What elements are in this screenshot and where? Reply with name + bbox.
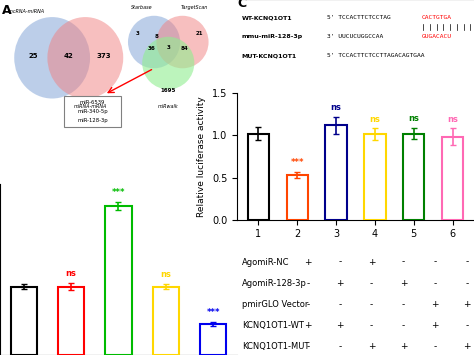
Text: MUT-KCNQ1OT1: MUT-KCNQ1OT1 <box>242 53 297 58</box>
Text: ns: ns <box>66 269 77 278</box>
Bar <box>442 137 463 220</box>
Text: C: C <box>237 0 246 10</box>
Text: 5' TCCACTTCTCCTAG: 5' TCCACTTCTCCTAG <box>327 15 391 20</box>
Text: 373: 373 <box>97 53 111 59</box>
Text: -: - <box>338 300 341 309</box>
Text: CACTGTGA: CACTGTGA <box>422 15 452 20</box>
Text: AgomiR-NC: AgomiR-NC <box>242 257 289 267</box>
Text: ***: *** <box>291 158 304 167</box>
Text: miR-340-5p: miR-340-5p <box>77 109 108 114</box>
Text: -: - <box>370 300 373 309</box>
Text: LncRNA-miRNA: LncRNA-miRNA <box>8 9 45 14</box>
Text: -: - <box>370 321 373 330</box>
Text: +: + <box>304 321 312 330</box>
Text: 3' UUCUCUGGCCAA: 3' UUCUCUGGCCAA <box>327 34 383 39</box>
Text: -: - <box>307 300 310 309</box>
Text: +: + <box>336 279 344 288</box>
Text: -: - <box>434 257 437 267</box>
Bar <box>326 125 347 220</box>
Text: -: - <box>402 321 405 330</box>
Text: 1695: 1695 <box>161 88 176 93</box>
Text: 25: 25 <box>28 53 38 59</box>
Text: 5' TCCACTTCTCCTTAGACAGTGAA: 5' TCCACTTCTCCTTAGACAGTGAA <box>327 53 425 58</box>
Text: 42: 42 <box>64 53 73 59</box>
Text: +: + <box>400 279 407 288</box>
Ellipse shape <box>14 17 90 99</box>
Text: AgomiR-128-3p: AgomiR-128-3p <box>242 279 307 288</box>
Ellipse shape <box>142 37 194 89</box>
Text: 8: 8 <box>155 34 158 39</box>
Text: -: - <box>370 279 373 288</box>
Text: miRwalk: miRwalk <box>158 104 179 109</box>
Text: miR-128-3p: miR-128-3p <box>77 118 108 123</box>
Text: ns: ns <box>408 114 419 124</box>
Text: -: - <box>434 342 437 351</box>
Text: +: + <box>368 342 375 351</box>
Ellipse shape <box>47 17 123 99</box>
Text: ns: ns <box>369 115 380 124</box>
Text: pmirGLO Vector: pmirGLO Vector <box>242 300 308 309</box>
Text: +: + <box>400 342 407 351</box>
Text: -: - <box>338 257 341 267</box>
Text: ***: *** <box>112 188 125 197</box>
Text: -: - <box>402 300 405 309</box>
Text: +: + <box>368 257 375 267</box>
Bar <box>153 287 179 355</box>
Text: mmu-miR-128-3p: mmu-miR-128-3p <box>242 34 303 39</box>
Ellipse shape <box>128 16 180 68</box>
FancyBboxPatch shape <box>235 0 474 64</box>
Y-axis label: Relative luciferase activity: Relative luciferase activity <box>197 96 206 217</box>
Text: ns: ns <box>331 103 342 113</box>
Text: -: - <box>307 342 310 351</box>
Text: +: + <box>431 321 439 330</box>
Text: KCNQ1OT1-MUT: KCNQ1OT1-MUT <box>242 342 309 351</box>
Bar <box>200 324 226 355</box>
Text: ***: *** <box>207 308 220 317</box>
Text: WT-KCNQ1OT1: WT-KCNQ1OT1 <box>242 15 292 20</box>
Text: ns: ns <box>160 270 171 279</box>
Text: 84: 84 <box>181 46 189 51</box>
Bar <box>58 287 84 355</box>
Bar <box>403 133 424 220</box>
Bar <box>106 206 131 355</box>
Text: miR-6539: miR-6539 <box>80 100 105 105</box>
Bar <box>287 175 308 220</box>
Text: TargetScan: TargetScan <box>181 5 208 10</box>
Text: +: + <box>336 321 344 330</box>
Bar <box>364 135 385 220</box>
Text: KCNQ1OT1-WT: KCNQ1OT1-WT <box>242 321 304 330</box>
Text: 36: 36 <box>148 46 155 51</box>
Text: Starbase: Starbase <box>131 5 153 10</box>
Text: ns: ns <box>447 115 458 124</box>
Text: 3: 3 <box>166 45 170 50</box>
Text: +: + <box>463 342 471 351</box>
Text: 3: 3 <box>136 32 139 37</box>
Text: -: - <box>465 321 468 330</box>
Text: -: - <box>465 279 468 288</box>
Text: +: + <box>304 257 312 267</box>
Bar <box>11 287 37 355</box>
Bar <box>248 133 269 220</box>
Text: +: + <box>463 300 471 309</box>
Text: 21: 21 <box>195 32 203 37</box>
Text: -: - <box>307 279 310 288</box>
Text: -: - <box>434 279 437 288</box>
Text: -: - <box>465 257 468 267</box>
FancyBboxPatch shape <box>64 96 121 127</box>
Text: -: - <box>402 257 405 267</box>
Text: GUGACACU: GUGACACU <box>422 34 452 39</box>
Text: miRNA-mRNA: miRNA-mRNA <box>73 104 107 109</box>
Text: -: - <box>338 342 341 351</box>
Text: A: A <box>2 4 12 17</box>
Ellipse shape <box>156 16 209 68</box>
Text: +: + <box>431 300 439 309</box>
